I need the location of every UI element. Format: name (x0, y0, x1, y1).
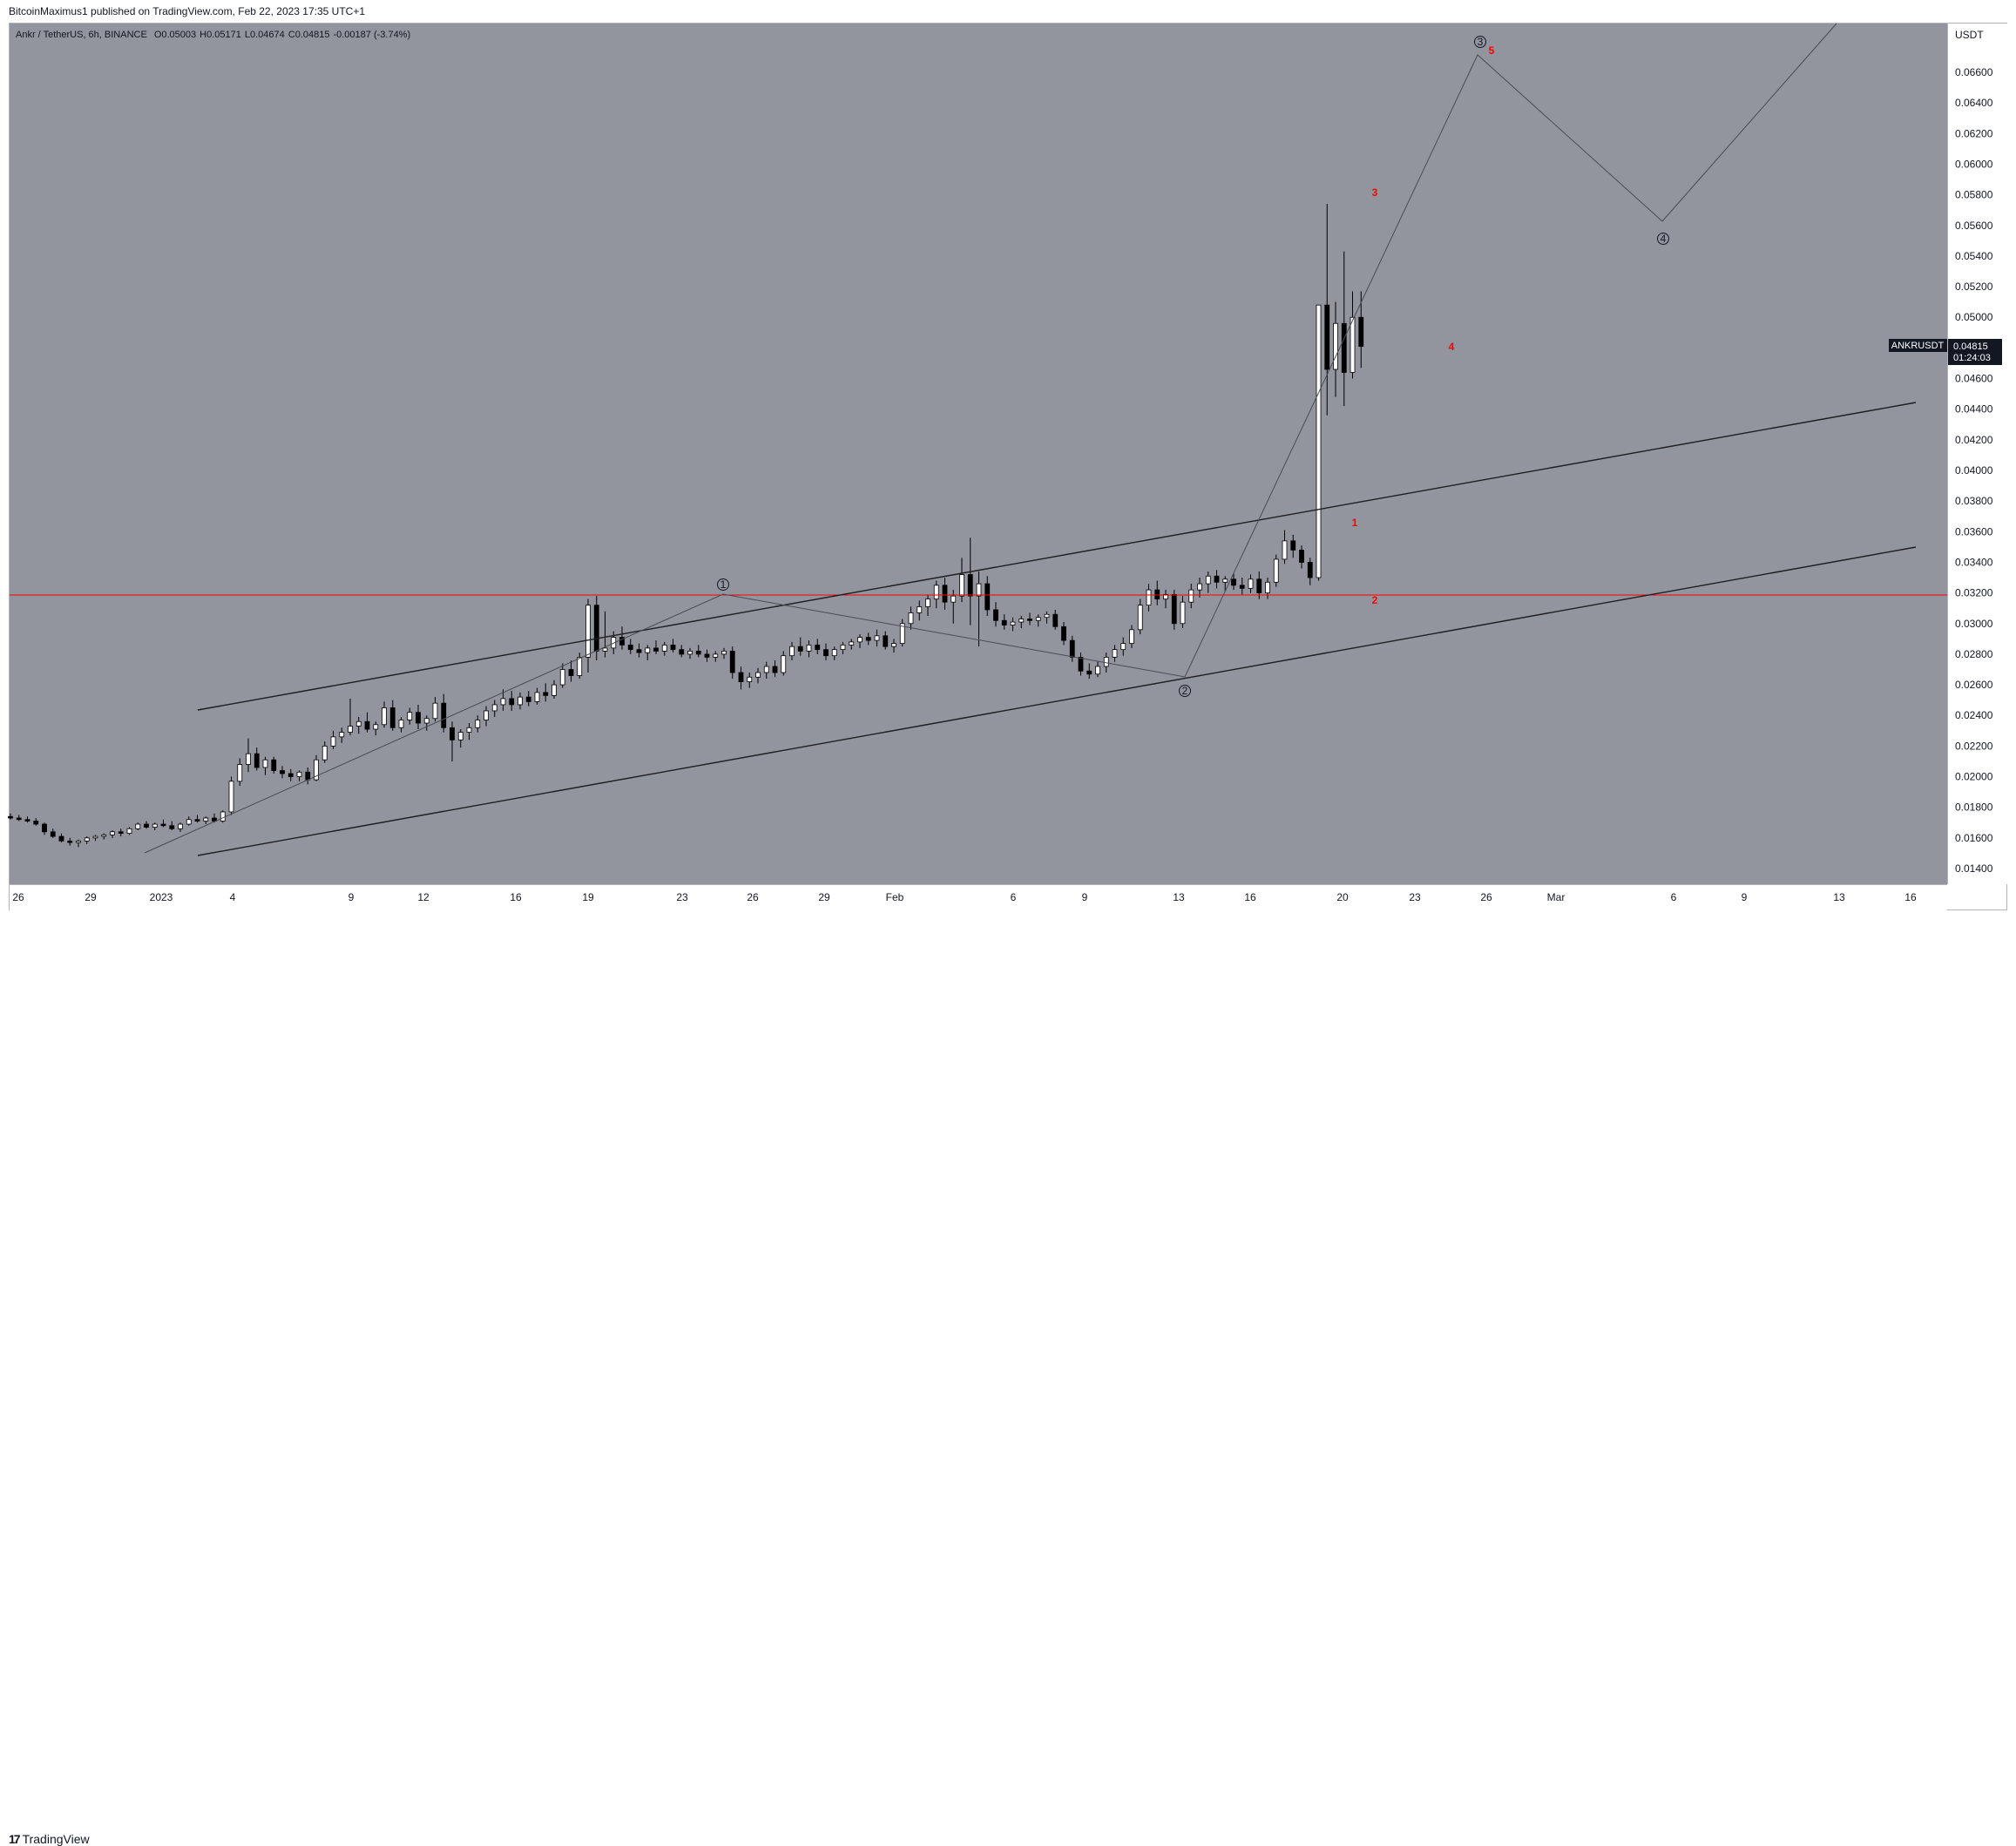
legend-close-value: 0.04815 (294, 30, 330, 40)
tradingview-brand-text: TradingView (22, 1832, 90, 1846)
publisher-text: BitcoinMaximus1 published on TradingView… (9, 5, 366, 17)
symbol-legend: Ankr / TetherUS, 6h, BINANCE O 0.05003 H… (16, 30, 410, 40)
legend-open-label: O (153, 30, 162, 40)
legend-change: -0.00187 (-3.74%) (333, 30, 411, 40)
tradingview-logo-icon: 17 (9, 1832, 21, 1846)
legend-low-value: 0.04674 (249, 30, 285, 40)
legend-high-value: 0.05171 (206, 30, 241, 40)
legend-close-label: C (288, 30, 295, 40)
footer: 17 TradingView (0, 914, 2016, 1846)
tradingview-logo[interactable]: 17 TradingView (9, 1832, 90, 1846)
legend-open-value: 0.05003 (161, 30, 197, 40)
top-bar: BitcoinMaximus1 published on TradingView… (0, 0, 2016, 23)
chart-plot-area[interactable] (10, 24, 1947, 884)
legend-high-label: H (200, 30, 207, 40)
price-axis[interactable] (1947, 24, 2007, 884)
time-axis[interactable] (10, 884, 1947, 910)
legend-symbol[interactable]: Ankr / TetherUS, 6h, BINANCE (16, 30, 147, 40)
